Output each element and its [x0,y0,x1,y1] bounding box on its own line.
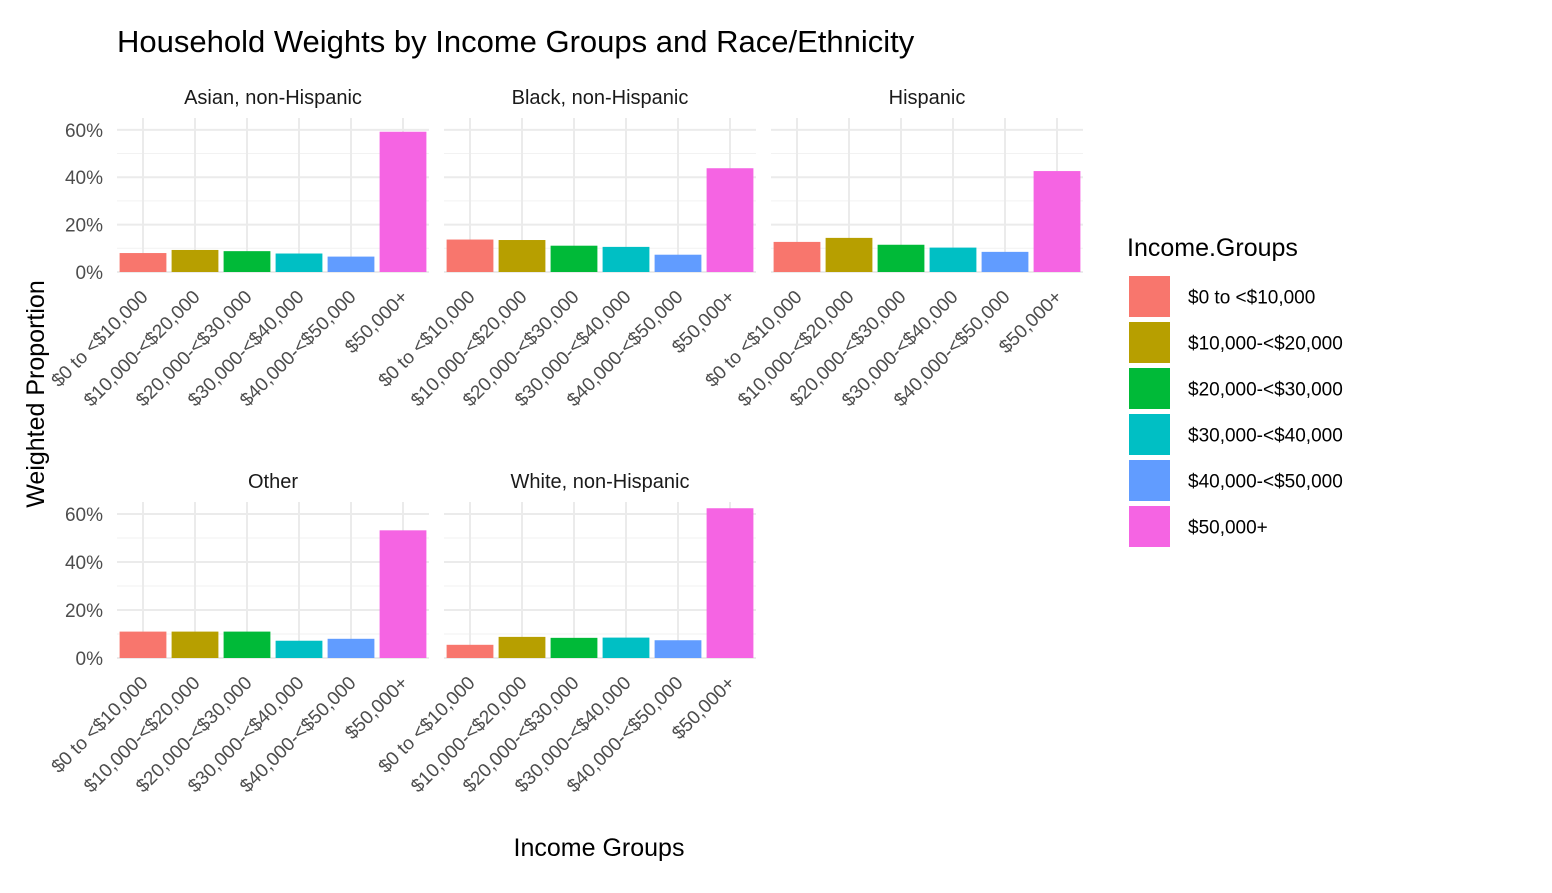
legend: Income.Groups $0 to <$10,000 $10,000-<$20… [1127,234,1343,547]
bar-30-000-40-000 [602,637,650,658]
bar-10-000-20-000 [171,249,219,272]
y-tick-label: 40% [65,553,103,574]
bar-0-to-10-000 [773,241,821,272]
legend-swatch [1129,276,1170,317]
y-tick-label: 20% [65,601,103,622]
bar-10-000-20-000 [498,636,546,658]
bar-20-000-30-000 [223,251,271,272]
bar-50-000 [706,168,754,272]
bar-0-to-10-000 [446,644,494,658]
bar-30-000-40-000 [275,253,323,272]
facet-strip-label: Other [248,471,298,493]
facet-strip-label: Asian, non-Hispanic [184,87,362,109]
bar-0-to-10-000 [119,631,167,658]
legend-swatch [1129,506,1170,547]
legend-swatch [1129,322,1170,363]
legend-item: $20,000-<$30,000 [1129,368,1343,409]
y-tick-label: 60% [65,121,103,142]
bar-20-000-30-000 [877,244,925,272]
y-tick-label: 20% [65,216,103,237]
facet-strip-label: Black, non-Hispanic [512,87,689,109]
legend-swatch [1129,368,1170,409]
y-tick-label: 40% [65,168,103,189]
facet-strip-label: Hispanic [889,87,966,109]
legend-label: $0 to <$10,000 [1188,288,1315,309]
y-tick-label: 60% [65,505,103,526]
bar-20-000-30-000 [223,631,271,658]
legend-label: $10,000-<$20,000 [1188,334,1343,355]
bar-10-000-20-000 [171,631,219,658]
bar-40-000-50-000 [654,640,702,658]
legend-label: $40,000-<$50,000 [1188,472,1343,493]
bar-20-000-30-000 [550,245,598,272]
bar-50-000 [379,530,427,658]
x-axis-title: Income Groups [514,834,685,862]
legend-swatch [1129,460,1170,501]
facet-panel-hispanic: Hispanic$0 to <$10,000$10,000-<$20,000$2… [702,87,1083,411]
legend-swatch [1129,414,1170,455]
bar-40-000-50-000 [654,254,702,272]
legend-item: $0 to <$10,000 [1129,276,1315,317]
y-tick-label: 0% [76,649,104,670]
bar-10-000-20-000 [498,240,546,272]
legend-items: $0 to <$10,000 $10,000-<$20,000 $20,000-<$… [1129,276,1343,547]
legend-item: $30,000-<$40,000 [1129,414,1343,455]
bar-30-000-40-000 [602,246,650,272]
legend-label: $50,000+ [1188,518,1268,539]
y-axis-title: Weighted Proportion [22,280,50,507]
bar-40-000-50-000 [327,256,375,272]
legend-item: $10,000-<$20,000 [1129,322,1343,363]
chart-title: Household Weights by Income Groups and R… [117,24,915,59]
legend-item: $40,000-<$50,000 [1129,460,1343,501]
legend-title: Income.Groups [1127,234,1298,262]
bar-0-to-10-000 [446,239,494,272]
legend-label: $20,000-<$30,000 [1188,380,1343,401]
bar-40-000-50-000 [981,251,1029,272]
y-tick-label: 0% [76,263,104,284]
bar-50-000 [1033,171,1081,272]
bar-30-000-40-000 [275,640,323,658]
bar-50-000 [706,508,754,658]
bar-30-000-40-000 [929,247,977,272]
legend-item: $50,000+ [1129,506,1268,547]
bar-10-000-20-000 [825,237,873,272]
facet-strip-label: White, non-Hispanic [511,471,690,493]
legend-label: $30,000-<$40,000 [1188,426,1343,447]
facet-panel-black-non-hispanic: Black, non-Hispanic$0 to <$10,000$10,000… [375,87,756,411]
bar-50-000 [379,131,427,272]
bar-0-to-10-000 [119,253,167,272]
bar-40-000-50-000 [327,638,375,658]
bar-20-000-30-000 [550,637,598,658]
facet-panel-white-non-hispanic: White, non-Hispanic$0 to <$10,000$10,000… [375,471,756,797]
